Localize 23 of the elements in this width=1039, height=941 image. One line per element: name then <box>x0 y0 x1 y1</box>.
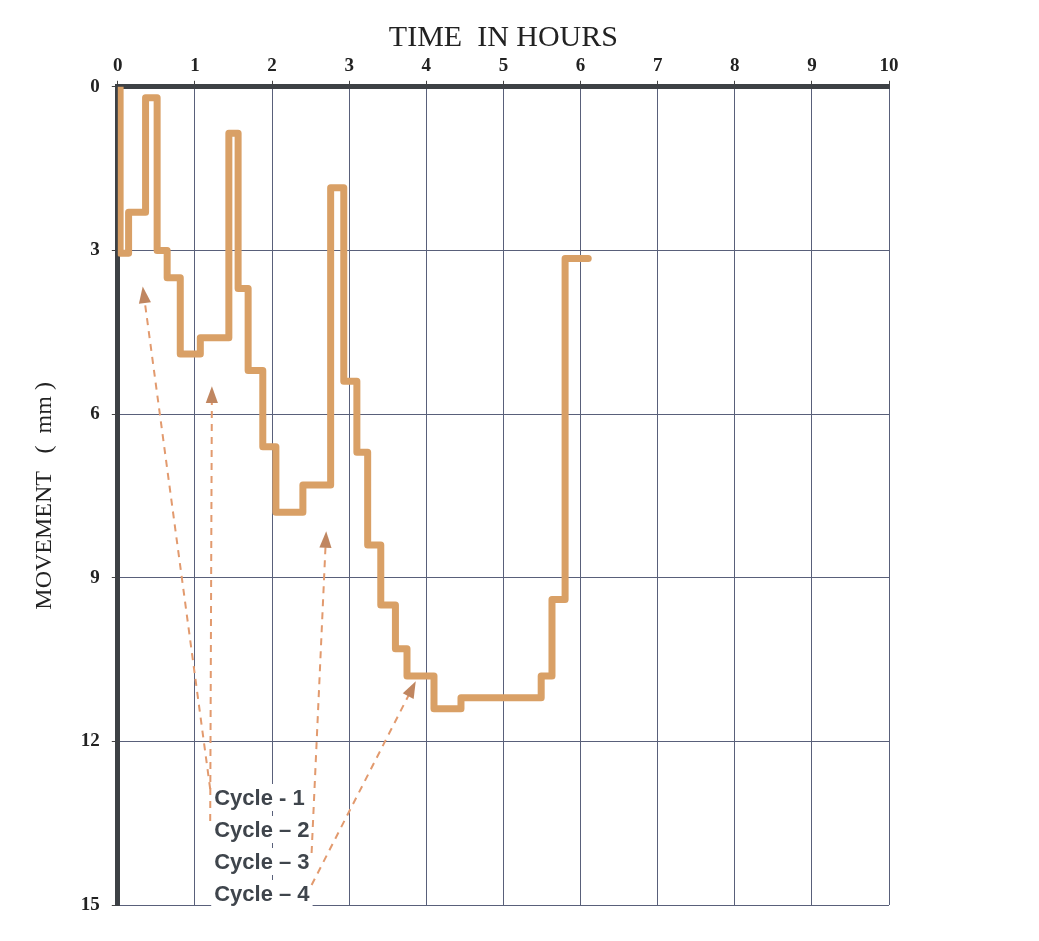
annotation: Cycle – 4 <box>214 881 311 906</box>
x-tick-label: 8 <box>730 54 740 76</box>
y-axis-title: MOVEMENT ( mm ) <box>29 382 56 610</box>
x-tick-label: 3 <box>344 54 354 76</box>
y-tick-label: 15 <box>80 892 100 914</box>
x-tick-label: 7 <box>652 54 663 76</box>
annotation: Cycle – 3 <box>214 849 310 874</box>
y-tick-label: 9 <box>90 565 100 587</box>
y-tick-label: 12 <box>80 729 100 751</box>
x-tick-label: 6 <box>575 54 586 76</box>
y-tick-label: 3 <box>90 238 100 260</box>
annotation: Cycle – 2 <box>214 817 310 842</box>
x-axis-title: TIME IN HOURS <box>388 18 618 52</box>
x-tick-label: 9 <box>807 54 817 76</box>
y-tick-label: 0 <box>90 74 100 96</box>
x-tick-label: 2 <box>267 54 277 76</box>
x-tick-label: 0 <box>113 54 123 76</box>
x-tick-label: 1 <box>190 54 200 76</box>
x-tick-label: 4 <box>421 54 432 76</box>
x-tick-label: 5 <box>498 54 509 76</box>
annotation: Cycle - 1 <box>214 785 305 810</box>
y-tick-label: 6 <box>90 401 100 423</box>
x-tick-label: 10 <box>879 54 899 76</box>
